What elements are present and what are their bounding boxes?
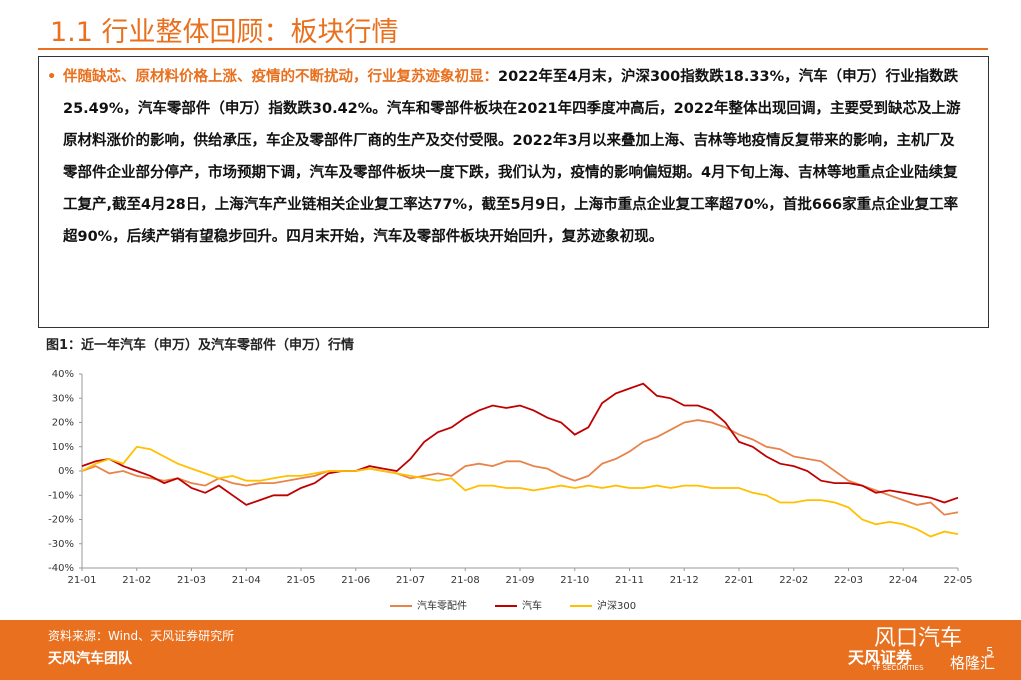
x-tick-label: 22-02	[779, 575, 808, 586]
watermark: 风口汽车	[874, 626, 963, 651]
x-tick-label: 21-08	[451, 575, 480, 586]
x-tick-label: 21-06	[341, 575, 370, 586]
text-box: • 伴随缺芯、原材料价格上涨、疫情的不断扰动，行业复苏迹象初显：2022年至4月末…	[38, 56, 989, 328]
x-tick-label: 21-05	[286, 575, 315, 586]
page-number: 5	[986, 645, 994, 659]
x-tick-label: 21-12	[670, 575, 699, 586]
brand-en: TF SECURITIES	[872, 664, 924, 672]
footer-bar	[0, 620, 1021, 680]
title-rule	[38, 48, 988, 50]
legend-label: 沪深300	[597, 599, 636, 612]
y-tick-label: 40%	[52, 369, 74, 380]
x-tick-label: 21-02	[122, 575, 151, 586]
y-tick-label: 20%	[52, 418, 74, 429]
y-tick-label: -30%	[48, 539, 74, 550]
x-tick-label: 21-10	[560, 575, 589, 586]
lead-text: 伴随缺芯、原材料价格上涨、疫情的不断扰动，行业复苏迹象初显：	[63, 69, 498, 85]
x-tick-label: 21-11	[615, 575, 644, 586]
legend-label: 汽车	[522, 599, 542, 612]
x-tick-label: 22-03	[834, 575, 863, 586]
team: 天风汽车团队	[48, 651, 132, 667]
x-tick-label: 21-09	[505, 575, 534, 586]
brand: 天风证券	[848, 648, 913, 667]
x-tick-label: 21-07	[396, 575, 425, 586]
series-line	[81, 445, 959, 538]
bullet: •	[47, 69, 57, 85]
chart: -40% -30% -20% -10% 0% 10% 20% 30% 40% 21-01 21-02…	[48, 369, 972, 612]
x-tick-label: 22-01	[724, 575, 753, 586]
x-tick-label: 22-05	[943, 575, 972, 586]
series-line	[81, 382, 959, 506]
source: 资料来源：Wind、天风证券研究所	[48, 629, 235, 643]
y-tick-label: 30%	[52, 393, 74, 404]
y-tick-label: -40%	[48, 563, 74, 574]
body-text: 2022年至4月末，沪深300指数跌18.33%，汽车（申万）行业指数跌25.4…	[63, 69, 961, 245]
y-tick-label: -20%	[48, 515, 74, 526]
legend-label: 汽车零配件	[417, 599, 467, 612]
x-tick-label: 22-04	[889, 575, 918, 586]
x-tick-label: 21-03	[177, 575, 206, 586]
y-tick-label: 10%	[52, 442, 74, 453]
series-line	[81, 419, 959, 516]
watermark-2: 格隆汇	[950, 654, 996, 672]
y-tick-label: -10%	[48, 490, 74, 501]
x-tick-label: 21-01	[67, 575, 96, 586]
slide-title: 1.1 行业整体回顾：板块行情	[50, 17, 399, 48]
chart-caption: 图1：近一年汽车（申万）及汽车零部件（申万）行情	[46, 338, 355, 353]
x-tick-label: 21-04	[232, 575, 261, 586]
y-tick-label: 0%	[58, 466, 74, 477]
